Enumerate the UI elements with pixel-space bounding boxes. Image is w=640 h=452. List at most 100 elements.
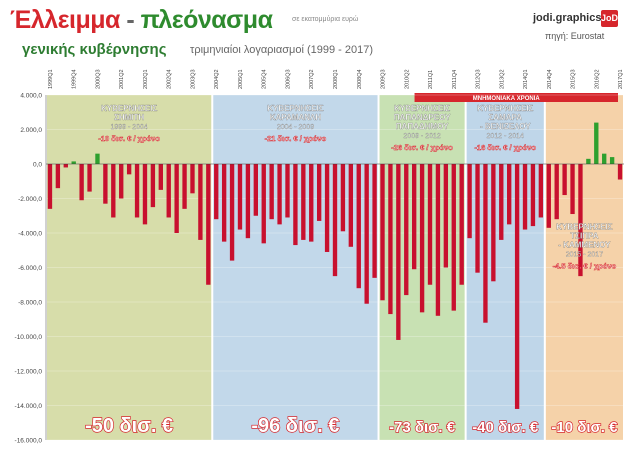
bar <box>467 164 472 239</box>
government-name: ΣΑΜΑΡΑ <box>488 113 522 122</box>
bar <box>507 164 512 225</box>
x-tick-label-group: 2004Q2 <box>214 69 220 89</box>
brand-logo: JoDi <box>601 10 621 27</box>
x-tick-label-group: 2005Q1 <box>238 69 244 89</box>
source-label: πηγή: Eurostat <box>545 31 605 41</box>
bar <box>388 164 393 315</box>
y-tick-label: 2.000,0 <box>20 127 42 134</box>
government-rate: -26 δισ. € / χρόνο <box>391 143 453 152</box>
bar <box>111 164 116 218</box>
bar <box>245 164 251 239</box>
government-years: 1999 - 2004 <box>110 124 147 131</box>
bar <box>79 164 84 201</box>
bar <box>404 164 409 296</box>
bar <box>95 153 100 164</box>
bar <box>499 164 504 240</box>
government-name: ΚΥΒΕΡΝΗΣΕΙΣ <box>394 104 450 113</box>
x-tick-label: 2000Q3 <box>95 69 101 89</box>
bar <box>348 164 354 247</box>
x-tick-label-group: 2006Q3 <box>285 69 291 89</box>
period-label: τριμηνιαίοι λογαριασμοί (1999 - 2017) <box>190 44 374 56</box>
government-name: ΣΗΜΙΤΗ <box>114 113 144 122</box>
x-tick-label: 2002Q1 <box>143 69 149 89</box>
x-tick-label-group: 2015Q3 <box>571 69 577 89</box>
x-tick-label-group: 2013Q2 <box>499 69 505 89</box>
bar <box>427 164 433 285</box>
title-deficit: Έλλειμμα <box>10 6 120 34</box>
bar <box>221 164 227 242</box>
bar <box>340 164 346 232</box>
x-tick-label: 2017Q1 <box>618 69 624 89</box>
bar <box>356 164 361 289</box>
bar <box>55 164 61 189</box>
memorandum-bar <box>414 93 618 102</box>
x-tick-label: 2005Q1 <box>238 69 244 89</box>
bar <box>166 164 171 218</box>
page-title: Έλλειμμα - πλεόνασμα <box>10 6 273 35</box>
bar <box>617 164 623 180</box>
bar <box>578 164 583 277</box>
bar <box>253 164 258 216</box>
government-name: - ΚΑΜΜΕΝΟΥ <box>558 241 611 250</box>
y-tick-label: -10.000,0 <box>15 334 43 341</box>
x-tick-label-group: 2001Q2 <box>119 69 125 89</box>
bar <box>419 164 425 313</box>
bar <box>475 164 480 273</box>
government-name: ΚΥΒΕΡΝΗΣΕΙΣ <box>101 104 157 113</box>
government-years: 2009 - 2012 <box>403 133 440 140</box>
x-tick-label: 2016Q2 <box>594 69 600 89</box>
bar <box>182 164 187 209</box>
y-tick-label: 0,0 <box>33 162 42 169</box>
bar <box>229 164 235 261</box>
x-tick-label-group: 2011Q1 <box>428 70 434 89</box>
bar <box>324 164 330 252</box>
bar <box>150 164 156 208</box>
bar <box>522 164 528 230</box>
bar <box>63 164 68 168</box>
bar <box>451 164 456 311</box>
x-tick-label: 2015Q3 <box>571 69 577 89</box>
bar <box>586 158 591 164</box>
bar <box>530 164 536 227</box>
bar <box>562 164 567 196</box>
bar <box>71 161 76 164</box>
government-rate: -10 δισ. € / χρόνο <box>98 134 160 143</box>
x-tick-label: 2014Q4 <box>547 69 553 89</box>
x-tick-label: 2009Q3 <box>381 69 387 89</box>
x-tick-label: 2008Q4 <box>357 69 363 89</box>
x-tick-label: 2008Q1 <box>333 69 339 89</box>
x-tick-label: 2010Q2 <box>404 69 410 89</box>
x-tick-label-group: 2000Q3 <box>95 69 101 89</box>
bar <box>459 164 464 285</box>
brand-name: jodi.graphics <box>533 12 602 24</box>
bar <box>514 164 520 409</box>
x-tick-label-group: 2010Q2 <box>404 69 410 89</box>
memorandum-label: ΜΝΗΜΟΝΙΑΚΑ ΧΡΟΝΙΑ <box>473 96 541 102</box>
x-tick-label: 2012Q3 <box>476 69 482 89</box>
government-total: -73 δισ. € <box>389 419 456 436</box>
y-tick-label: -2.000,0 <box>18 196 42 203</box>
x-tick-label-group: 1999Q1 <box>48 69 54 89</box>
x-tick-label: 2003Q3 <box>190 69 196 89</box>
bar <box>142 164 148 225</box>
units-note: σε εκατομμύρια ευρώ <box>292 16 359 23</box>
page-subtitle: γενικής κυβέρνησης <box>22 41 167 58</box>
bar <box>570 164 575 215</box>
government-name: ΤΣΙΠΡΑ <box>570 232 598 241</box>
bar <box>372 164 377 278</box>
government-total: -40 δισ. € <box>472 419 539 436</box>
title-dash: - <box>126 6 135 34</box>
x-tick-label-group: 2016Q2 <box>594 69 600 89</box>
bar <box>538 164 544 218</box>
bar <box>594 122 599 164</box>
x-tick-label: 2013Q2 <box>499 69 505 89</box>
bar <box>119 164 124 199</box>
x-tick-label-group: 2007Q2 <box>309 69 315 89</box>
x-tick-label-group: 2017Q1 <box>618 69 624 89</box>
x-tick-label-group: 2002Q4 <box>167 69 173 89</box>
bar <box>87 164 92 192</box>
y-tick-label: -16.000,0 <box>15 438 43 445</box>
bar <box>483 164 488 323</box>
government-total: -10 δισ. € <box>551 419 618 436</box>
bar <box>316 164 322 221</box>
